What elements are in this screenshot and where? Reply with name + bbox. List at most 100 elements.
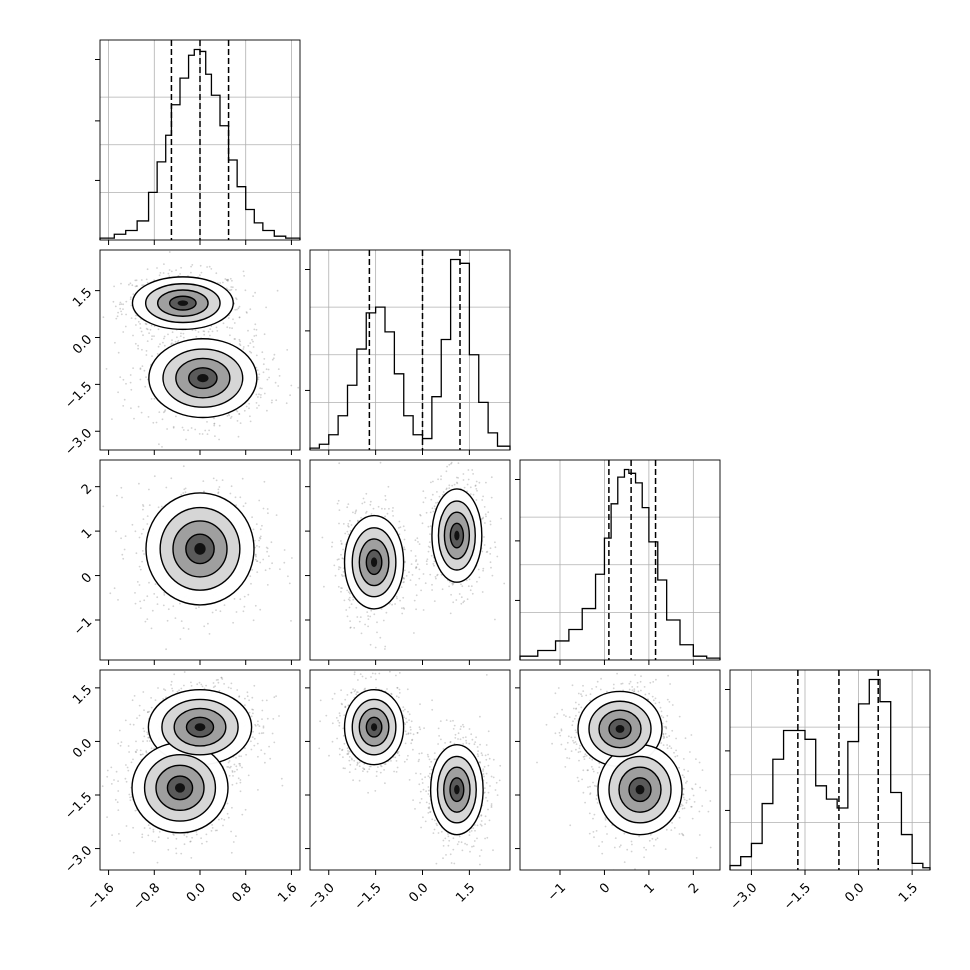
scatter-point xyxy=(132,851,135,854)
scatter-point xyxy=(238,695,241,698)
scatter-point xyxy=(475,499,478,501)
scatter-point xyxy=(249,575,252,578)
scatter-point xyxy=(146,618,149,620)
scatter-point xyxy=(158,274,161,277)
scatter-point xyxy=(163,335,166,338)
scatter-point xyxy=(229,766,231,769)
scatter-point xyxy=(433,560,436,563)
scatter-point xyxy=(244,704,246,706)
scatter-point xyxy=(126,766,129,769)
scatter-point xyxy=(141,753,144,756)
scatter-point xyxy=(460,602,463,605)
scatter-point xyxy=(140,532,143,535)
scatter-point xyxy=(210,830,213,832)
scatter-point xyxy=(462,473,465,475)
scatter-point xyxy=(237,435,240,438)
scatter-point xyxy=(138,482,140,485)
scatter-point xyxy=(140,330,143,333)
density-panel-1-2 xyxy=(305,459,511,665)
scatter-point xyxy=(276,289,279,292)
scatter-point xyxy=(121,553,124,556)
scatter-point xyxy=(110,766,113,769)
scatter-point xyxy=(213,423,216,425)
scatter-point xyxy=(421,522,424,525)
scatter-point xyxy=(138,584,141,586)
scatter-point xyxy=(415,566,418,568)
scatter-point xyxy=(136,581,139,583)
scatter-point xyxy=(218,689,221,692)
scatter-point xyxy=(149,827,151,830)
scatter-point xyxy=(287,575,289,578)
scatter-point xyxy=(101,785,104,788)
scatter-point xyxy=(235,782,238,785)
scatter-point xyxy=(383,508,386,510)
scatter-point xyxy=(133,417,135,420)
scatter-point xyxy=(120,313,123,316)
scatter-point xyxy=(200,271,203,274)
scatter-point xyxy=(106,816,108,818)
scatter-point xyxy=(283,549,286,551)
scatter-point xyxy=(256,560,259,562)
scatter-point xyxy=(239,763,242,765)
scatter-point xyxy=(238,755,241,758)
density-contour xyxy=(197,374,209,383)
scatter-point xyxy=(469,486,472,489)
scatter-point xyxy=(191,836,194,839)
scatter-point xyxy=(490,566,492,569)
scatter-point xyxy=(244,697,246,700)
scatter-point xyxy=(127,745,130,747)
scatter-point xyxy=(142,528,145,531)
scatter-point xyxy=(142,505,145,507)
scatter-point xyxy=(402,607,405,609)
scatter-point xyxy=(231,771,234,773)
scatter-point xyxy=(145,323,148,326)
scatter-point xyxy=(471,592,474,595)
scatter-point xyxy=(139,378,142,381)
scatter-point xyxy=(212,682,215,684)
scatter-point xyxy=(416,563,419,566)
scatter-point xyxy=(243,275,246,277)
scatter-point xyxy=(483,544,486,546)
scatter-point xyxy=(141,284,144,287)
scatter-point xyxy=(242,348,245,350)
scatter-point xyxy=(141,365,144,367)
scatter-point xyxy=(142,691,145,693)
scatter-point xyxy=(445,487,448,490)
scatter-point xyxy=(175,852,178,855)
scatter-point xyxy=(263,358,266,360)
scatter-point xyxy=(437,478,439,481)
scatter-point xyxy=(199,274,201,276)
scatter-point xyxy=(235,611,238,613)
density-panel-0-3: −1.6 −0.8 0.0 0.8 1.6−3.0−1.50.01.5 xyxy=(62,669,300,913)
scatter-point xyxy=(254,323,257,326)
scatter-point xyxy=(485,481,487,484)
scatter-point xyxy=(480,518,483,520)
scatter-point xyxy=(402,577,405,580)
scatter-point xyxy=(394,603,396,605)
scatter-point xyxy=(387,485,390,488)
scatter-point xyxy=(349,620,351,622)
scatter-point xyxy=(382,619,385,622)
scatter-point xyxy=(198,681,201,684)
scatter-point xyxy=(236,410,239,413)
scatter-point xyxy=(122,557,125,560)
scatter-point xyxy=(163,592,166,594)
scatter-point xyxy=(131,699,134,702)
scatter-point xyxy=(150,697,153,699)
scatter-point xyxy=(365,510,368,513)
scatter-point xyxy=(222,824,224,827)
scatter-point xyxy=(228,327,231,329)
scatter-point xyxy=(137,344,140,347)
scatter-point xyxy=(244,747,246,749)
density-contour xyxy=(177,300,189,306)
scatter-point xyxy=(355,509,358,512)
scatter-point xyxy=(111,834,113,836)
scatter-point xyxy=(130,761,133,764)
scatter-point xyxy=(235,765,238,768)
scatter-point xyxy=(171,331,174,334)
scatter-point xyxy=(164,409,167,412)
scatter-point xyxy=(228,774,231,777)
scatter-point xyxy=(143,599,146,602)
scatter-point xyxy=(265,546,268,549)
y-tick-label: −1.5 xyxy=(62,379,95,412)
